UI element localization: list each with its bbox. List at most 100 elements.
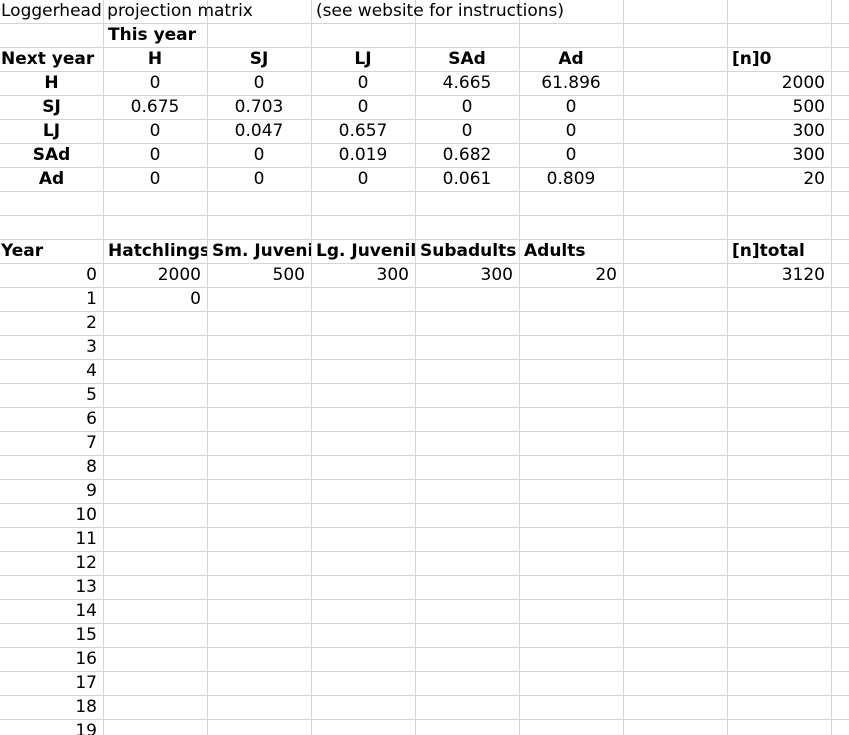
projection-cell[interactable]: [207, 552, 311, 575]
projection-cell[interactable]: [311, 360, 415, 383]
projection-cell[interactable]: [519, 720, 623, 735]
matrix-cell[interactable]: 0.703: [234, 97, 284, 117]
projection-cell[interactable]: [103, 672, 207, 695]
projection-cell[interactable]: [207, 384, 311, 407]
projection-cell[interactable]: [311, 312, 415, 335]
projection-cell[interactable]: [103, 552, 207, 575]
year-cell[interactable]: 3: [86, 337, 97, 357]
projection-cell[interactable]: [311, 600, 415, 623]
matrix-cell[interactable]: 0: [253, 169, 265, 189]
year-cell[interactable]: 0: [86, 265, 97, 285]
stage-header-sj[interactable]: SJ: [249, 49, 269, 69]
projection-cell[interactable]: [415, 432, 519, 455]
matrix-cell[interactable]: 0: [357, 169, 369, 189]
projection-cell[interactable]: [207, 288, 311, 311]
year-cell[interactable]: 19: [75, 721, 97, 735]
matrix-cell[interactable]: 0: [149, 121, 161, 141]
projection-cell[interactable]: [311, 528, 415, 551]
total-cell[interactable]: [727, 720, 831, 735]
projection-cell[interactable]: 0: [190, 289, 201, 309]
projection-cell[interactable]: [519, 456, 623, 479]
total-cell[interactable]: [727, 456, 831, 479]
projection-cell[interactable]: [311, 480, 415, 503]
total-cell[interactable]: [727, 360, 831, 383]
matrix-cell[interactable]: 0: [565, 97, 577, 117]
year-cell[interactable]: 13: [75, 577, 97, 597]
projection-cell[interactable]: [103, 360, 207, 383]
year-cell[interactable]: 8: [86, 457, 97, 477]
projection-cell[interactable]: [207, 504, 311, 527]
total-cell[interactable]: [727, 432, 831, 455]
year-cell[interactable]: 1: [86, 289, 97, 309]
projection-cell[interactable]: [311, 384, 415, 407]
matrix-cell[interactable]: 0: [461, 121, 473, 141]
matrix-cell[interactable]: 0: [149, 145, 161, 165]
n0-cell[interactable]: 2000: [781, 73, 825, 93]
projection-cell[interactable]: [519, 600, 623, 623]
total-cell[interactable]: [727, 336, 831, 359]
projection-cell[interactable]: [415, 384, 519, 407]
projection-cell[interactable]: 2000: [157, 265, 201, 285]
projection-cell[interactable]: [311, 504, 415, 527]
total-cell[interactable]: 3120: [781, 265, 825, 285]
matrix-cell[interactable]: 0: [149, 169, 161, 189]
total-cell[interactable]: [727, 672, 831, 695]
matrix-cell[interactable]: 0.061: [442, 169, 492, 189]
projection-cell[interactable]: [207, 336, 311, 359]
projection-cell[interactable]: [207, 360, 311, 383]
projection-cell[interactable]: [311, 552, 415, 575]
projection-cell[interactable]: [311, 288, 415, 311]
next-year-label[interactable]: Next year: [1, 49, 95, 69]
year-cell[interactable]: 17: [75, 673, 97, 693]
matrix-cell[interactable]: 0: [149, 73, 161, 93]
matrix-cell[interactable]: 0.047: [234, 121, 284, 141]
projection-cell[interactable]: [415, 312, 519, 335]
projection-cell[interactable]: [207, 480, 311, 503]
n0-cell[interactable]: 20: [803, 169, 825, 189]
projection-cell[interactable]: [311, 432, 415, 455]
projection-cell[interactable]: [103, 528, 207, 551]
instructions-note[interactable]: (see website for instructions): [316, 1, 565, 21]
projection-cell[interactable]: [415, 288, 519, 311]
projection-cell[interactable]: [415, 336, 519, 359]
matrix-cell[interactable]: 0: [253, 73, 265, 93]
projection-cell[interactable]: [311, 648, 415, 671]
total-cell[interactable]: [727, 648, 831, 671]
projection-cell[interactable]: [415, 624, 519, 647]
matrix-cell[interactable]: 0: [357, 73, 369, 93]
year-cell[interactable]: 4: [86, 361, 97, 381]
row-label-lj[interactable]: LJ: [42, 121, 61, 141]
projection-cell[interactable]: [415, 528, 519, 551]
projection-cell[interactable]: [415, 648, 519, 671]
projection-cell[interactable]: [519, 432, 623, 455]
matrix-cell[interactable]: 0: [565, 121, 577, 141]
projection-cell[interactable]: [103, 696, 207, 719]
stage-header-h[interactable]: H: [147, 49, 163, 69]
projection-cell[interactable]: [103, 456, 207, 479]
matrix-cell[interactable]: 0: [461, 97, 473, 117]
projection-cell[interactable]: [519, 408, 623, 431]
matrix-cell[interactable]: 61.896: [541, 73, 601, 93]
projection-cell[interactable]: [311, 720, 415, 735]
projection-cell[interactable]: [103, 408, 207, 431]
total-cell[interactable]: [727, 624, 831, 647]
year-cell[interactable]: 14: [75, 601, 97, 621]
projection-cell[interactable]: [103, 480, 207, 503]
projection-cell[interactable]: [311, 672, 415, 695]
projection-cell[interactable]: [103, 600, 207, 623]
matrix-cell[interactable]: 0: [253, 145, 265, 165]
projection-cell[interactable]: [207, 696, 311, 719]
year-cell[interactable]: 16: [75, 649, 97, 669]
sm-juveniles-header[interactable]: Sm. Juveniles: [212, 241, 311, 261]
n0-cell[interactable]: 300: [792, 121, 825, 141]
projection-cell[interactable]: [415, 600, 519, 623]
projection-cell[interactable]: [519, 384, 623, 407]
year-cell[interactable]: 11: [75, 529, 97, 549]
projection-cell[interactable]: [519, 624, 623, 647]
total-cell[interactable]: [727, 480, 831, 503]
row-label-sad[interactable]: SAd: [32, 145, 71, 165]
n0-cell[interactable]: 500: [792, 97, 825, 117]
projection-cell[interactable]: 300: [480, 265, 513, 285]
projection-cell[interactable]: [519, 528, 623, 551]
year-cell[interactable]: 12: [75, 553, 97, 573]
